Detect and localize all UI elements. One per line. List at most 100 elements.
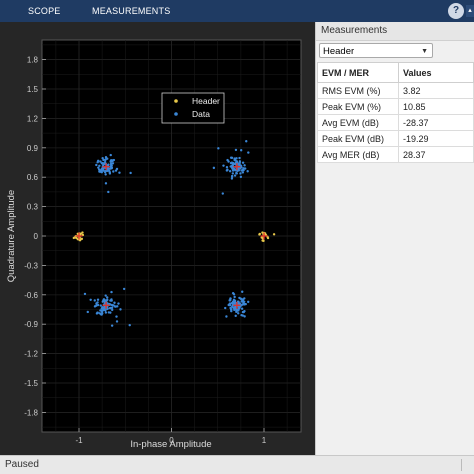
y-tick-label: 1.8: [27, 56, 39, 65]
data-point: [97, 166, 100, 169]
data-point: [235, 172, 239, 175]
tab-measurements[interactable]: MEASUREMENTS: [92, 6, 171, 16]
data-point: [113, 301, 116, 304]
data-point: [104, 299, 107, 302]
data-point: [238, 156, 241, 160]
data-point: [110, 299, 113, 302]
data-point: [241, 310, 245, 314]
data-point: [116, 305, 119, 308]
data-point: [93, 299, 96, 302]
data-point: [97, 168, 101, 171]
y-tick-label: -0.6: [24, 291, 38, 300]
data-point: [235, 310, 238, 314]
measurement-value: -19.29: [398, 130, 474, 147]
data-point: [233, 295, 236, 299]
data-point: [128, 323, 131, 327]
data-point: [239, 172, 242, 175]
data-point: [95, 304, 98, 307]
data-point: [100, 307, 103, 310]
y-tick-label: -0.9: [24, 320, 38, 329]
data-point: [230, 161, 234, 164]
data-point: [110, 164, 113, 167]
data-point: [104, 311, 108, 314]
y-ticks: 1.8 1.5 1.2 0.9 0.6 0.3 0 -0.3 -0.6 -0.9 -1.2 -1.5 -…: [24, 56, 46, 417]
data-point: [86, 310, 89, 314]
dropdown-value: Header: [323, 46, 355, 57]
constellation-plot[interactable]: 1.8 1.5 1.2 0.9 0.6 0.3 0 -0.3 -0.6 -0.9 -1.2 -1.5 -…: [0, 22, 315, 455]
header-point: [260, 236, 263, 239]
data-point: [233, 308, 236, 312]
data-point: [129, 171, 132, 175]
y-tick-label: -1.2: [24, 350, 38, 359]
data-point: [238, 160, 242, 163]
data-point: [227, 303, 230, 307]
measurement-name: Peak EVM (%): [317, 98, 399, 115]
data-point: [83, 292, 87, 296]
data-point: [239, 149, 243, 152]
data-point: [119, 308, 122, 311]
y-tick-label: 0: [34, 232, 39, 241]
data-point: [232, 293, 236, 296]
data-point: [96, 161, 99, 164]
data-point: [242, 167, 245, 170]
data-point: [241, 298, 245, 301]
data-point: [228, 170, 232, 173]
constellation-plot-panel: 1.8 1.5 1.2 0.9 0.6 0.3 0 -0.3 -0.6 -0.9 -1.2 -1.5 -…: [0, 22, 315, 455]
column-header-evm-mer: EVM / MER: [317, 62, 399, 83]
resize-grip-icon[interactable]: [461, 459, 470, 471]
signal-select-dropdown[interactable]: Header ▼: [319, 43, 433, 58]
legend[interactable]: Header Data: [161, 92, 225, 124]
measurement-name: Avg EVM (dB): [317, 114, 399, 131]
data-point: [226, 169, 229, 172]
data-point: [99, 309, 102, 312]
legend-marker-data: [174, 112, 178, 116]
data-point: [99, 313, 103, 316]
data-point: [110, 290, 113, 294]
measurement-name: RMS EVM (%): [317, 82, 399, 99]
y-tick-label: 0.6: [27, 173, 39, 182]
legend-label-header: Header: [192, 96, 220, 106]
data-point: [234, 306, 237, 310]
data-point: [240, 313, 243, 317]
y-tick-label: -0.3: [24, 261, 38, 270]
header-point: [261, 239, 264, 242]
measurement-name: Peak EVM (dB): [317, 130, 399, 147]
data-point: [100, 162, 104, 165]
data-point: [238, 296, 241, 300]
y-tick-label: -1.8: [24, 408, 38, 417]
data-point: [238, 307, 241, 310]
data-point: [89, 298, 92, 301]
data-point: [244, 302, 247, 306]
data-point: [230, 156, 234, 160]
data-point: [107, 190, 110, 194]
data-point: [234, 148, 238, 152]
table-row: Avg MER (dB) 28.37: [317, 146, 474, 163]
header-point: [80, 237, 84, 241]
data-point: [115, 315, 118, 318]
data-point: [243, 164, 246, 167]
status-text: Paused: [5, 459, 39, 470]
toolstrip: SCOPE MEASUREMENTS ? ▴: [0, 0, 474, 22]
data-point: [242, 169, 245, 172]
y-tick-label: -1.5: [24, 379, 38, 388]
x-tick-label: 0: [169, 436, 174, 445]
data-point: [95, 163, 98, 167]
y-tick-label: 0.9: [27, 144, 39, 153]
data-point: [102, 168, 105, 171]
help-button[interactable]: ?: [448, 3, 464, 19]
table-row: Peak EVM (dB) -19.29: [317, 130, 474, 147]
collapse-toolstrip-button[interactable]: ▴: [466, 5, 474, 17]
data-point: [104, 182, 108, 185]
y-tick-label: 1.2: [27, 114, 39, 123]
data-point: [246, 170, 249, 173]
measurement-value: 28.37: [398, 146, 474, 163]
data-point: [112, 304, 115, 307]
tab-scope[interactable]: SCOPE: [28, 6, 61, 16]
data-point: [212, 166, 216, 170]
measurements-table: EVM / MER Values RMS EVM (%) 3.82 Peak E…: [317, 62, 474, 163]
x-ticks: -1 0 1: [75, 428, 267, 445]
data-point: [110, 159, 113, 163]
data-point: [241, 161, 245, 164]
data-point: [112, 170, 115, 173]
data-point: [233, 174, 237, 177]
